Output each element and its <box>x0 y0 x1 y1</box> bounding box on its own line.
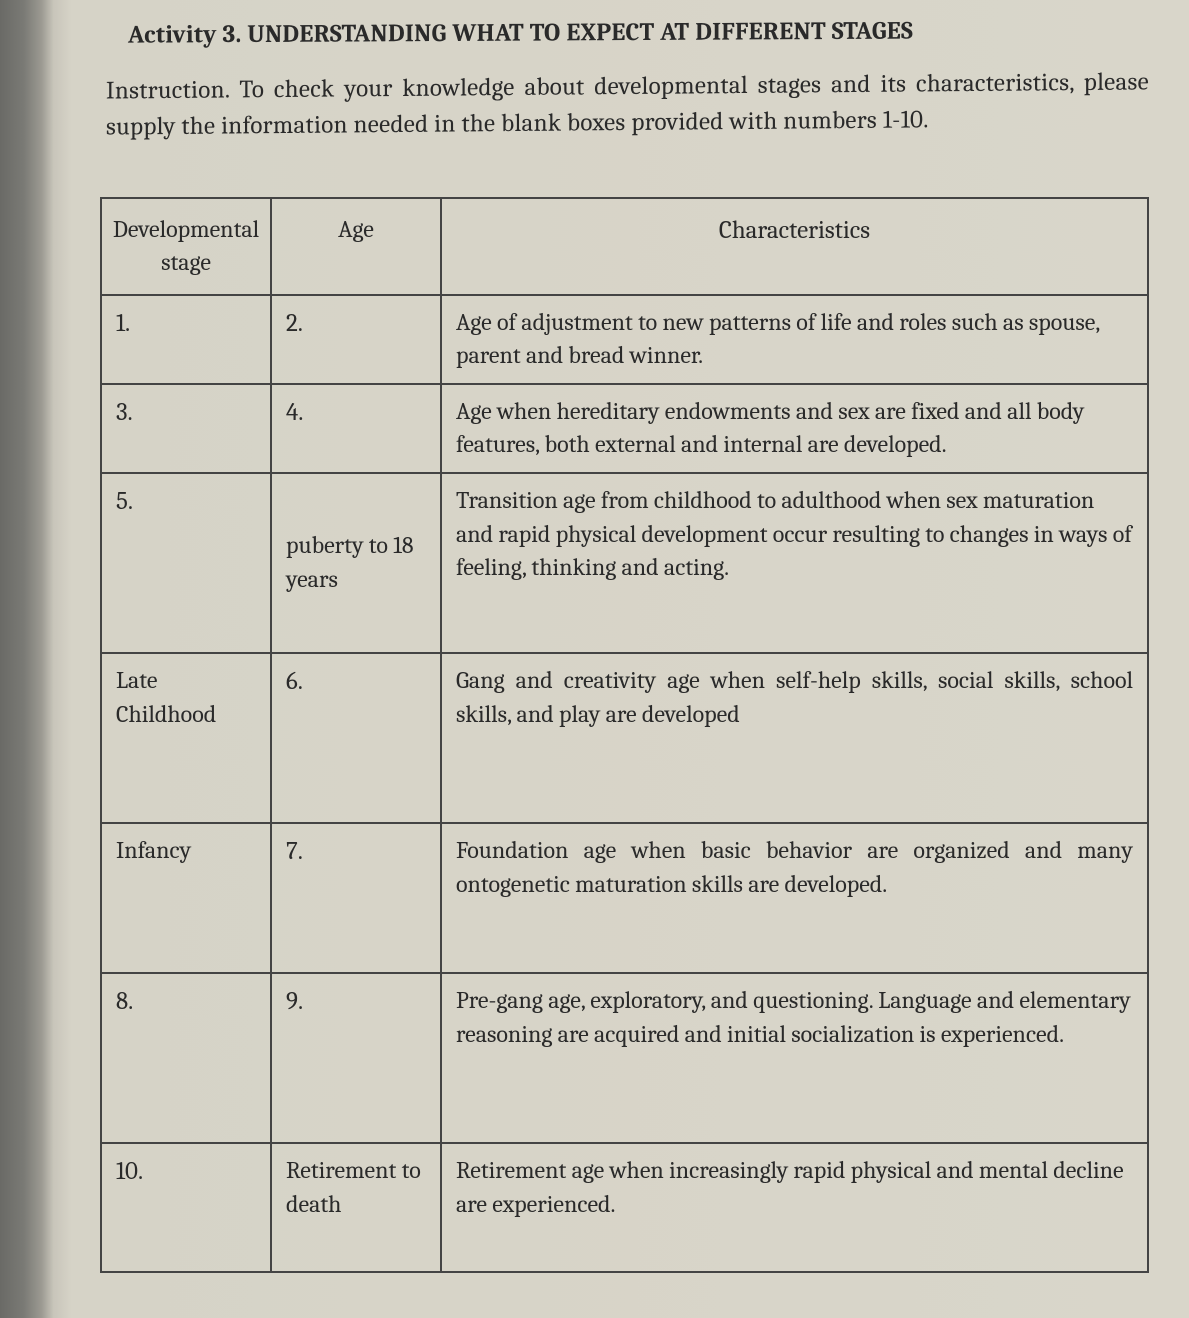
cell-age: Retirement to death <box>271 1143 441 1272</box>
table-row: 1. 2. Age of adjustment to new patterns … <box>101 295 1148 384</box>
cell-stage: 10. <box>101 1143 271 1272</box>
table-row: 10. Retirement to death Retirement age w… <box>101 1143 1148 1272</box>
cell-characteristics: Age of adjustment to new patterns of lif… <box>441 295 1148 384</box>
cell-stage: Infancy <box>101 823 271 973</box>
cell-characteristics: Gang and creativity age when self-help s… <box>441 653 1148 823</box>
cell-age: puberty to 18 years <box>271 473 441 653</box>
table-header-row: Developmental stage Age Characteristics <box>101 198 1148 295</box>
cell-stage: Late Childhood <box>101 653 271 823</box>
instruction-text: To check your knowledge about developmen… <box>106 67 1149 141</box>
cell-characteristics: Foundation age when basic behavior are o… <box>441 823 1148 973</box>
cell-stage: 1. <box>101 295 271 384</box>
header-age: Age <box>271 198 441 295</box>
worksheet-page: Activity 3. UNDERSTANDING WHAT TO EXPECT… <box>0 0 1189 1313</box>
cell-age: 6. <box>271 653 441 823</box>
cell-characteristics: Pre-gang age, exploratory, and questioni… <box>441 973 1148 1143</box>
cell-stage: 3. <box>101 384 271 473</box>
header-characteristics: Characteristics <box>441 198 1148 295</box>
stages-table: Developmental stage Age Characteristics … <box>100 197 1149 1274</box>
cell-stage: 8. <box>101 973 271 1143</box>
instruction-label: Instruction. <box>106 75 230 105</box>
table-row: Infancy 7. Foundation age when basic beh… <box>101 823 1148 973</box>
cell-age: 2. <box>271 295 441 384</box>
table-row: 8. 9. Pre-gang age, exploratory, and que… <box>101 973 1148 1143</box>
instruction-paragraph: Instruction. To check your knowledge abo… <box>106 64 1149 146</box>
cell-characteristics: Retirement age when increasingly rapid p… <box>441 1143 1148 1272</box>
cell-age: 9. <box>271 973 441 1143</box>
cell-age: 4. <box>271 384 441 473</box>
cell-age: 7. <box>271 823 441 973</box>
cell-characteristics: Transition age from childhood to adultho… <box>441 473 1148 653</box>
table-row: 3. 4. Age when hereditary endowments and… <box>101 384 1148 473</box>
activity-title: Activity 3. UNDERSTANDING WHAT TO EXPECT… <box>128 15 1149 49</box>
cell-stage: 5. <box>101 473 271 653</box>
cell-characteristics: Age when hereditary endowments and sex a… <box>441 384 1148 473</box>
table-row: 5. puberty to 18 years Transition age fr… <box>101 473 1148 653</box>
table-row: Late Childhood 6. Gang and creativity ag… <box>101 653 1148 823</box>
header-stage: Developmental stage <box>101 198 271 295</box>
